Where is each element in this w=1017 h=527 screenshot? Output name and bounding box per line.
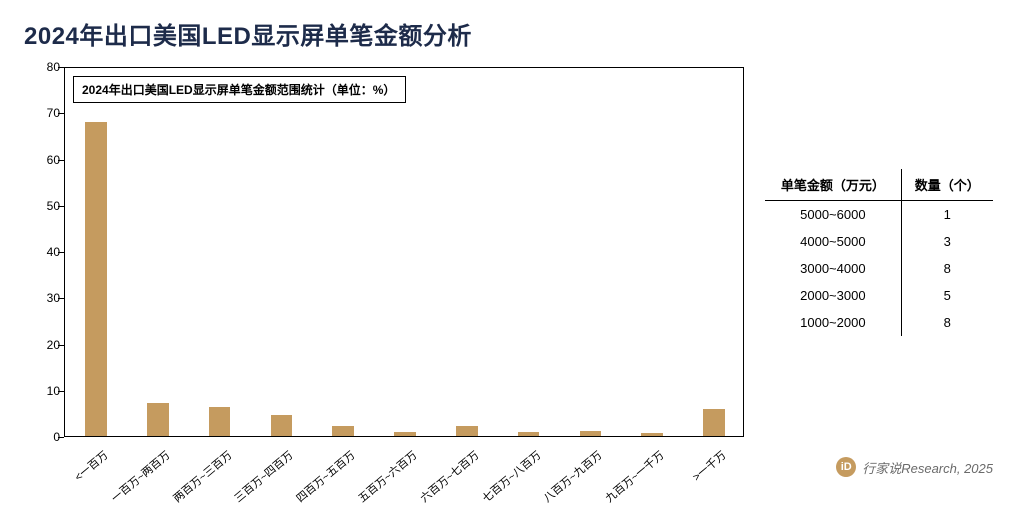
bar [703, 409, 725, 436]
table-cell: 5000~6000 [765, 201, 901, 229]
source-footer: iD 行家说Research, 2025 [836, 457, 993, 477]
x-tick-label: 三百万~四百万 [231, 447, 297, 506]
table-cell: 1000~2000 [765, 309, 901, 336]
y-tick-label: 80 [34, 60, 60, 74]
x-tick-label: >一千万 [689, 447, 729, 485]
plot-area: 2024年出口美国LED显示屏单笔金额范围统计（单位：%） [64, 67, 744, 437]
y-tick-label: 10 [34, 384, 60, 398]
x-tick-label: 四百万~五百万 [293, 447, 359, 506]
bar [85, 122, 107, 437]
bar [332, 426, 354, 436]
x-tick-label: 六百万~七百万 [416, 447, 482, 506]
y-tick-label: 30 [34, 291, 60, 305]
x-axis-labels: <一百万一百万~两百万两百万~三百万三百万~四百万四百万~五百万五百万~六百万六… [64, 441, 744, 501]
bar [641, 433, 663, 436]
bar [518, 432, 540, 436]
y-tick-label: 40 [34, 245, 60, 259]
x-tick-label: 七百万~八百万 [478, 447, 544, 506]
table-header-cell: 数量（个） [901, 169, 993, 201]
bar [209, 407, 231, 436]
bar [271, 415, 293, 436]
table-row: 5000~60001 [765, 201, 993, 229]
y-tick-label: 60 [34, 153, 60, 167]
side-table-wrap: 单笔金额（万元）数量（个） 5000~600014000~500033000~4… [765, 169, 993, 336]
table-cell: 3 [901, 228, 993, 255]
table-row: 1000~20008 [765, 309, 993, 336]
bar [147, 403, 169, 436]
bar [580, 431, 602, 436]
summary-table: 单笔金额（万元）数量（个） 5000~600014000~500033000~4… [765, 169, 993, 336]
brand-logo-icon: iD [836, 457, 856, 477]
x-tick-label: 两百万~三百万 [169, 447, 235, 506]
table-cell: 4000~5000 [765, 228, 901, 255]
source-text: 行家说Research, 2025 [862, 458, 993, 477]
table-cell: 5 [901, 282, 993, 309]
x-tick-label: 八百万~九百万 [540, 447, 606, 506]
y-tick-label: 70 [34, 106, 60, 120]
page-title: 2024年出口美国LED显示屏单笔金额分析 [24, 16, 993, 51]
x-tick-label: 九百万~一千万 [602, 447, 668, 506]
table-cell: 2000~3000 [765, 282, 901, 309]
table-cell: 8 [901, 309, 993, 336]
bar [394, 432, 416, 436]
table-cell: 1 [901, 201, 993, 229]
y-tick-label: 50 [34, 199, 60, 213]
table-row: 2000~30005 [765, 282, 993, 309]
y-tick-label: 20 [34, 338, 60, 352]
table-row: 4000~50003 [765, 228, 993, 255]
bars-layer [65, 68, 743, 436]
bar [456, 426, 478, 436]
table-header-cell: 单笔金额（万元） [765, 169, 901, 201]
table-cell: 3000~4000 [765, 255, 901, 282]
y-tick-label: 0 [34, 430, 60, 444]
table-row: 3000~40008 [765, 255, 993, 282]
x-tick-label: 一百万~两百万 [107, 447, 173, 506]
x-tick-label: <一百万 [71, 447, 111, 485]
content-row: 2024年出口美国LED显示屏单笔金额范围统计（单位：%） 0 10 20 30 40 5… [24, 61, 993, 501]
x-tick-label: 五百万~六百万 [355, 447, 421, 506]
table-cell: 8 [901, 255, 993, 282]
bar-chart: 2024年出口美国LED显示屏单笔金额范围统计（单位：%） 0 10 20 30 40 5… [24, 61, 757, 501]
